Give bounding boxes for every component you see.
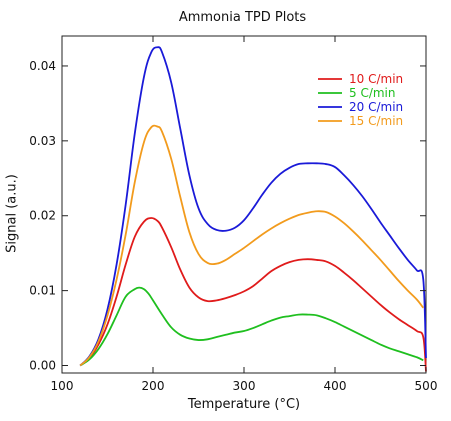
x-tick-label: 100: [51, 379, 74, 393]
series-line: [79, 46, 427, 367]
x-tick-label: 400: [324, 379, 347, 393]
series-line: [79, 217, 427, 372]
x-tick-label: 300: [233, 379, 256, 393]
legend-label: 15 C/min: [349, 114, 403, 128]
x-axis-label: Temperature (°C): [187, 397, 301, 412]
legend-label: 10 C/min: [349, 72, 403, 86]
series-line: [79, 286, 424, 367]
y-tick-label: 0.03: [29, 134, 56, 148]
axes-layer: 100 200 300 400 500 0.00 0.01 0.02 0.03 0.04: [29, 36, 437, 393]
y-tick-label: 0.04: [29, 59, 56, 73]
y-tick-label: 0.00: [29, 359, 56, 373]
series-layer: [79, 46, 427, 372]
x-tick-label: 500: [415, 379, 438, 393]
series-line: [79, 124, 424, 367]
x-tick-label: 200: [142, 379, 165, 393]
legend-label: 20 C/min: [349, 100, 403, 114]
y-tick-label: 0.01: [29, 284, 56, 298]
y-tick-label: 0.02: [29, 209, 56, 223]
legend-label: 5 C/min: [349, 86, 396, 100]
chart-title: Ammonia TPD Plots: [178, 10, 307, 25]
